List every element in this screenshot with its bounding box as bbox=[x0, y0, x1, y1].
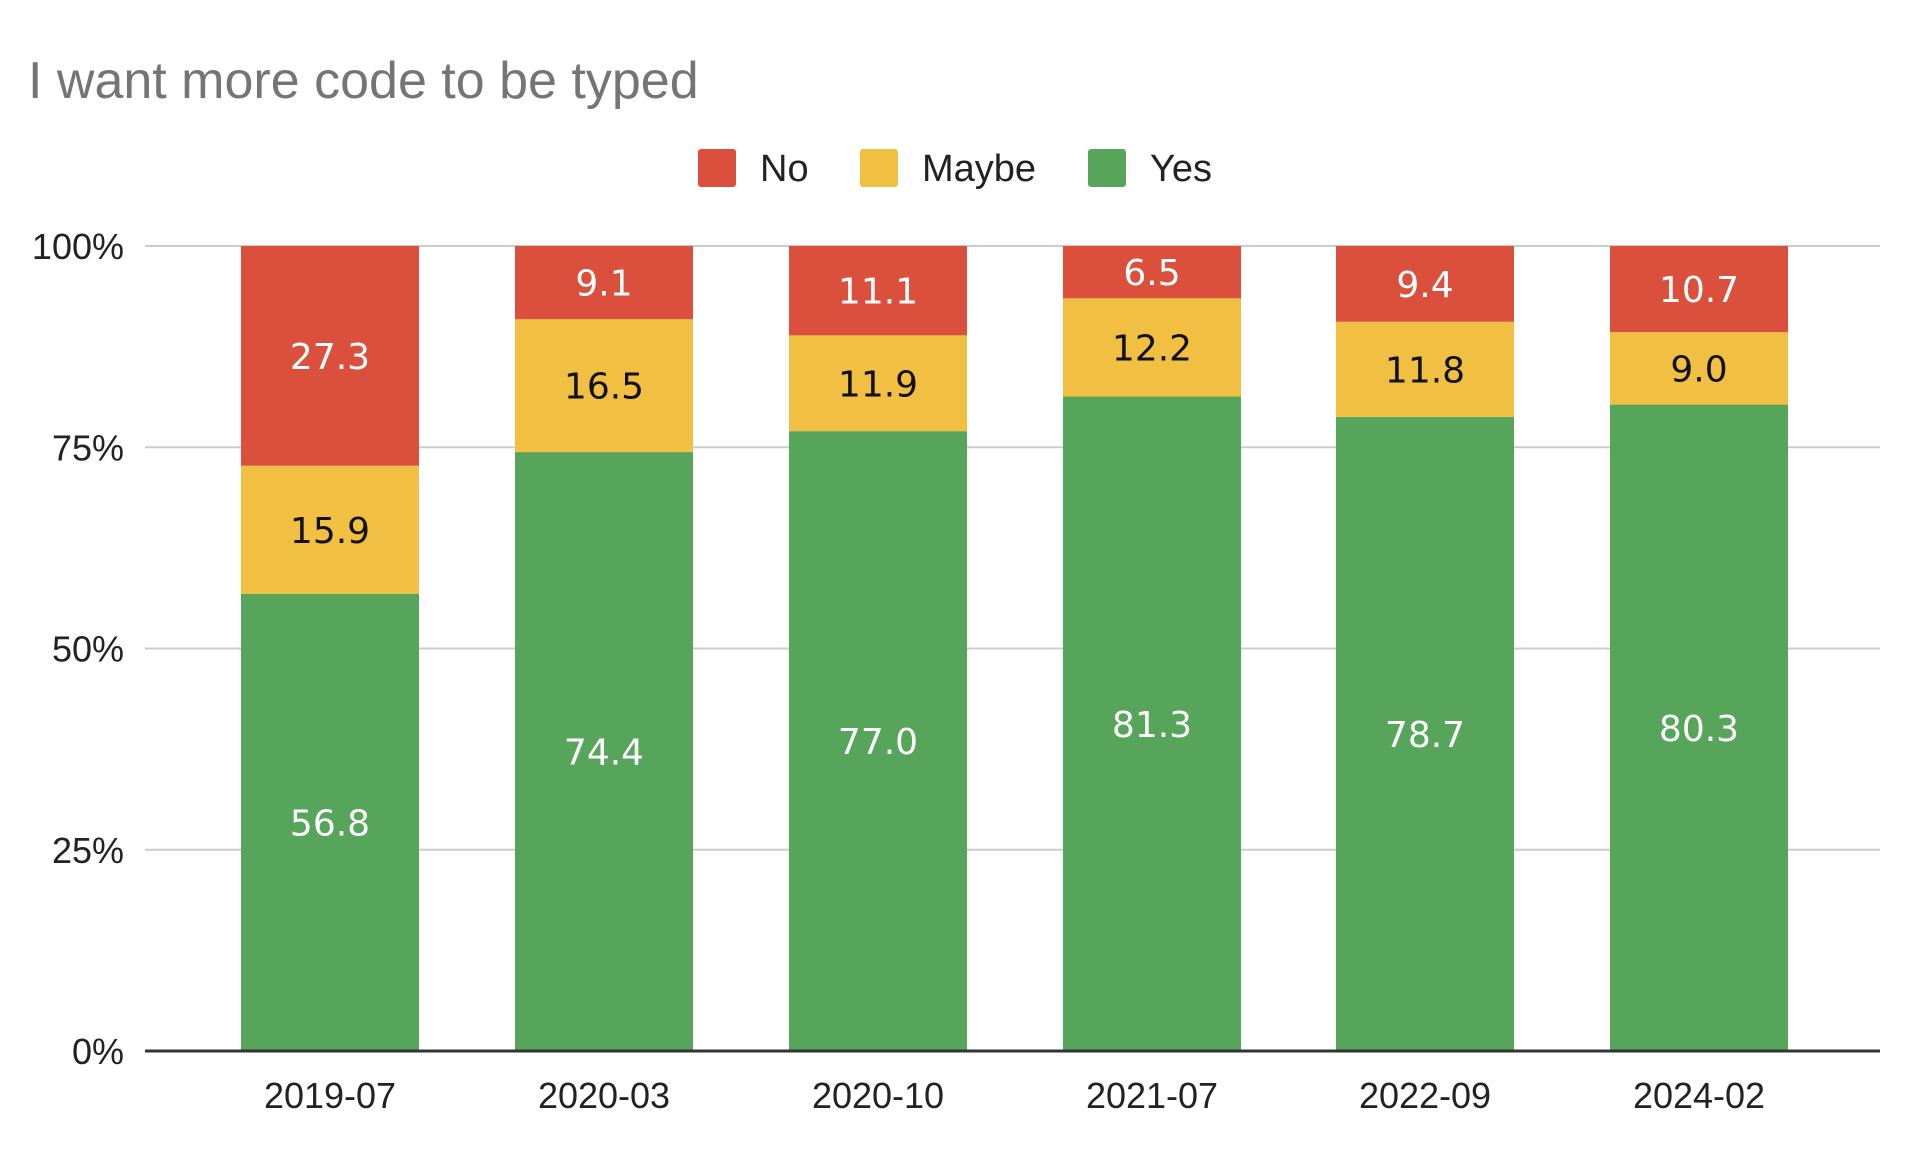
legend-label-yes: Yes bbox=[1150, 148, 1212, 190]
gridlines bbox=[145, 245, 1880, 851]
legend: No Maybe Yes bbox=[698, 148, 1212, 190]
bar-maybe-2019-07 bbox=[241, 465, 419, 594]
x-axis: 2019-07 2020-03 2020-10 2021-07 2022-09 2024-… bbox=[145, 1049, 1880, 1116]
y-tick-label: 50% bbox=[52, 629, 124, 670]
data-labels: 56.8 15.9 27.3 74.4 16.5 9.1 77.0 11.9 11.1 81.3 1… bbox=[290, 253, 1739, 844]
data-label-yes-2024-02: 80.3 bbox=[1659, 709, 1739, 750]
bar-no-2021-07 bbox=[1063, 246, 1241, 299]
data-label-yes-2022-09: 78.7 bbox=[1385, 715, 1465, 756]
data-label-maybe-2019-07: 15.9 bbox=[290, 511, 370, 552]
bar-yes-2021-07 bbox=[1063, 396, 1241, 1051]
bar-maybe-2020-03 bbox=[515, 319, 693, 453]
data-label-yes-2020-03: 74.4 bbox=[564, 733, 644, 774]
legend-label-maybe: Maybe bbox=[922, 148, 1036, 190]
bar-yes-2022-09 bbox=[1336, 416, 1514, 1052]
legend-label-no: No bbox=[760, 148, 809, 190]
data-label-no-2024-02: 10.7 bbox=[1659, 270, 1739, 311]
legend-swatch-no bbox=[698, 149, 736, 187]
x-tick-label: 2020-10 bbox=[812, 1075, 944, 1116]
bars bbox=[241, 246, 1788, 1052]
x-tick-label: 2019-07 bbox=[264, 1075, 396, 1116]
bar-yes-2020-03 bbox=[515, 452, 693, 1052]
data-label-maybe-2020-03: 16.5 bbox=[564, 367, 644, 408]
data-label-maybe-2024-02: 9.0 bbox=[1670, 349, 1727, 390]
y-tick-label: 25% bbox=[52, 830, 124, 871]
data-label-no-2020-03: 9.1 bbox=[575, 264, 632, 305]
bar-no-2024-02 bbox=[1610, 246, 1788, 333]
y-tick-label: 0% bbox=[72, 1031, 124, 1072]
data-label-yes-2019-07: 56.8 bbox=[290, 803, 370, 844]
chart-title: I want more code to be typed bbox=[28, 52, 699, 110]
data-label-no-2020-10: 11.1 bbox=[838, 272, 918, 313]
bar-maybe-2020-10 bbox=[789, 335, 967, 432]
y-axis: 0% 25% 50% 75% 100% bbox=[32, 226, 124, 1072]
data-label-maybe-2021-07: 12.2 bbox=[1112, 328, 1192, 369]
x-tick-label: 2024-02 bbox=[1633, 1075, 1765, 1116]
legend-swatch-maybe bbox=[860, 149, 898, 187]
data-label-maybe-2020-10: 11.9 bbox=[838, 364, 918, 405]
legend-swatch-yes bbox=[1088, 149, 1126, 187]
bar-yes-2019-07 bbox=[241, 593, 419, 1051]
bar-no-2020-10 bbox=[789, 246, 967, 336]
bar-no-2022-09 bbox=[1336, 246, 1514, 322]
x-tick-label: 2020-03 bbox=[538, 1075, 670, 1116]
y-tick-label: 100% bbox=[32, 226, 124, 267]
bar-maybe-2022-09 bbox=[1336, 321, 1514, 417]
bar-maybe-2021-07 bbox=[1063, 298, 1241, 397]
bar-no-2019-07 bbox=[241, 246, 419, 466]
data-label-no-2019-07: 27.3 bbox=[290, 337, 370, 378]
data-label-yes-2021-07: 81.3 bbox=[1112, 705, 1192, 746]
y-tick-label: 75% bbox=[52, 427, 124, 468]
x-tick-label: 2021-07 bbox=[1086, 1075, 1218, 1116]
bar-yes-2020-10 bbox=[789, 431, 967, 1051]
bar-yes-2024-02 bbox=[1610, 404, 1788, 1052]
x-tick-label: 2022-09 bbox=[1359, 1075, 1491, 1116]
bar-no-2020-03 bbox=[515, 246, 693, 320]
data-label-no-2021-07: 6.5 bbox=[1123, 253, 1180, 294]
data-label-yes-2020-10: 77.0 bbox=[838, 722, 918, 763]
data-label-no-2022-09: 9.4 bbox=[1396, 265, 1453, 306]
data-label-maybe-2022-09: 11.8 bbox=[1385, 350, 1465, 391]
bar-maybe-2024-02 bbox=[1610, 332, 1788, 405]
